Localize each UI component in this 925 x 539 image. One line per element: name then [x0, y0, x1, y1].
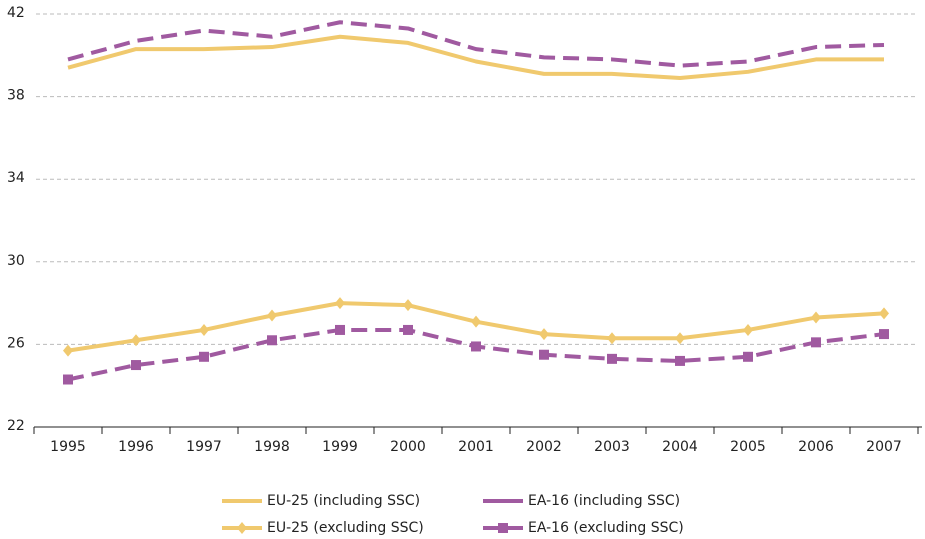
legend-label: EA-16 (excluding SSC)	[528, 520, 684, 536]
marker	[471, 341, 481, 352]
marker	[403, 299, 413, 312]
marker	[743, 351, 753, 362]
x-tick-label: 1996	[118, 439, 154, 455]
marker	[675, 332, 685, 345]
marker	[131, 360, 141, 371]
x-tick-label: 1995	[50, 439, 86, 455]
marker	[199, 323, 209, 336]
marker	[539, 349, 549, 360]
marker	[539, 328, 549, 341]
marker	[607, 332, 617, 345]
y-tick-label: 26	[7, 335, 25, 351]
marker	[403, 324, 413, 335]
marker	[63, 344, 73, 357]
y-tick-label: 34	[7, 170, 25, 186]
y-tick-label: 22	[7, 418, 25, 434]
marker	[267, 335, 277, 346]
x-tick-label: 2005	[730, 439, 766, 455]
marker	[675, 355, 685, 366]
marker	[199, 351, 209, 362]
marker	[879, 307, 889, 320]
marker	[237, 522, 247, 534]
x-tick-label: 2003	[594, 439, 630, 455]
marker	[63, 374, 73, 385]
y-tick-label: 30	[7, 253, 25, 269]
series-line	[67, 34, 884, 81]
marker	[335, 297, 345, 310]
x-tick-label: 1997	[186, 439, 222, 455]
legend-label: EU-25 (excluding SSC)	[267, 520, 424, 536]
x-tick-label: 2001	[458, 439, 494, 455]
y-tick-label: 42	[7, 5, 25, 21]
marker	[811, 311, 821, 324]
series-line	[67, 327, 885, 382]
x-tick-label: 2000	[390, 439, 426, 455]
legend-label: EA-16 (including SSC)	[528, 493, 680, 509]
marker	[267, 309, 277, 322]
marker	[743, 323, 753, 336]
marker	[335, 324, 345, 335]
marker	[811, 337, 821, 348]
marker	[879, 329, 889, 340]
legend-label: EU-25 (including SSC)	[267, 493, 420, 509]
y-tick-label: 38	[7, 88, 25, 104]
x-tick-label: 2002	[526, 439, 562, 455]
x-tick-label: 1998	[254, 439, 290, 455]
marker	[471, 315, 481, 328]
x-tick-label: 2006	[798, 439, 834, 455]
x-tick-label: 2004	[662, 439, 698, 455]
series-line	[67, 20, 885, 68]
x-tick-label: 2007	[866, 439, 902, 455]
marker	[131, 334, 141, 347]
marker	[607, 353, 617, 364]
marker	[498, 523, 508, 533]
x-tick-label: 1999	[322, 439, 358, 455]
